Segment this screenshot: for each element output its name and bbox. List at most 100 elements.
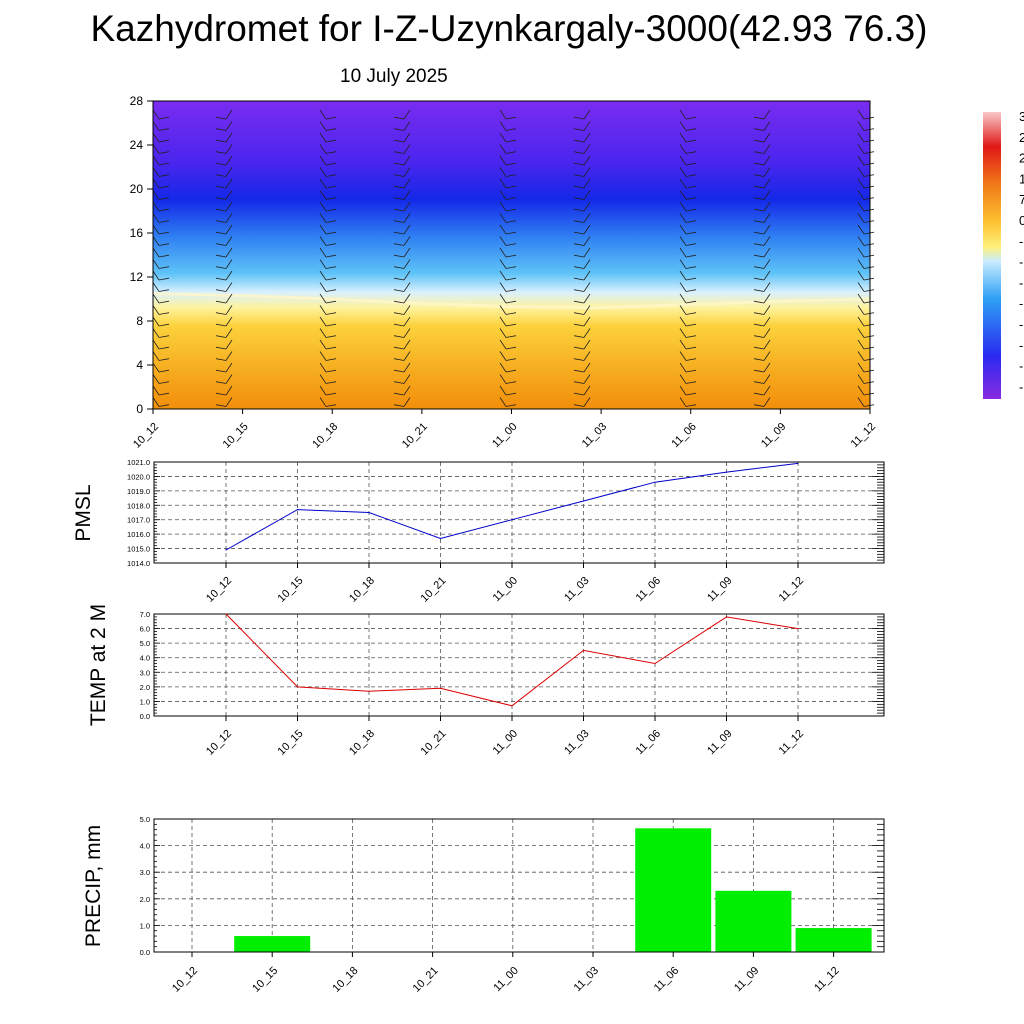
- wind-barb: [583, 282, 591, 292]
- wind-barb: [857, 374, 865, 384]
- wind-barb-flag: [573, 208, 585, 212]
- wind-barb: [403, 178, 411, 189]
- wind-barb-flag: [325, 231, 337, 235]
- plot-frame: [153, 818, 885, 953]
- wind-barb-flag: [863, 358, 875, 361]
- wind-barb: [857, 385, 865, 396]
- wind-barb: [857, 132, 865, 143]
- y-axis-label: PRECIP, mm: [82, 825, 105, 947]
- wind-barb: [583, 155, 591, 166]
- wind-barb: [152, 397, 160, 407]
- wind-barb: [583, 293, 591, 304]
- wind-barb: [319, 178, 327, 189]
- wind-barb: [679, 247, 687, 258]
- y-tick-label: 1016.0: [127, 530, 150, 539]
- wind-barb: [499, 224, 507, 235]
- wind-barb: [499, 190, 507, 200]
- precip-bar: [635, 828, 712, 952]
- wind-barb: [403, 316, 411, 327]
- wind-barb-flag: [573, 139, 585, 143]
- wind-barb-flag: [863, 243, 875, 246]
- wind-barb: [403, 293, 411, 304]
- wind-barb: [152, 293, 160, 304]
- wind-barb: [583, 328, 591, 338]
- wind-barb: [152, 385, 160, 396]
- wind-barb: [319, 397, 327, 407]
- y-tick-label: 8: [136, 314, 143, 328]
- wind-barb: [152, 362, 160, 373]
- wind-barb-flag: [573, 231, 585, 235]
- x-tick-label: 10_12: [204, 575, 234, 605]
- wind-barb: [499, 213, 507, 223]
- wind-barb-flag: [863, 323, 875, 327]
- colorbar-label: -: [1019, 275, 1023, 290]
- wind-barb-flag: [325, 208, 337, 212]
- wind-barb: [152, 305, 160, 315]
- y-tick-label: 1017.0: [127, 516, 150, 525]
- wind-barb-flag: [753, 162, 765, 166]
- wind-barb-flag: [863, 128, 875, 131]
- wind-barb-flag: [505, 300, 517, 304]
- wind-barb: [403, 190, 411, 200]
- wind-barb-flag: [753, 289, 765, 292]
- wind-barb-flag: [215, 312, 227, 315]
- wind-barb: [583, 201, 591, 212]
- wind-barb: [152, 178, 160, 189]
- wind-barb: [225, 155, 233, 166]
- wind-barb-flag: [215, 116, 227, 120]
- wind-barb-flag: [685, 197, 697, 200]
- wind-barb: [583, 190, 591, 200]
- wind-barb: [679, 339, 687, 350]
- data-point: [725, 616, 728, 618]
- wind-barb: [225, 270, 233, 281]
- wind-barb-flag: [215, 300, 227, 304]
- chart-subtitle: 10 July 2025: [340, 66, 448, 87]
- wind-barb: [152, 109, 160, 120]
- wind-barb: [679, 259, 687, 269]
- wind-barb-flag: [325, 335, 337, 338]
- y-tick-label: 1015.0: [127, 545, 150, 554]
- wind-barb: [319, 351, 327, 361]
- wind-barb: [583, 374, 591, 384]
- wind-barb: [499, 132, 507, 143]
- wind-barb-flag: [158, 266, 170, 269]
- wind-barb-flag: [863, 266, 875, 269]
- wind-barb: [857, 190, 865, 200]
- wind-barb: [403, 270, 411, 281]
- wind-barbs: [152, 109, 875, 407]
- wind-barb: [763, 109, 771, 120]
- wind-barb-flag: [753, 116, 765, 120]
- wind-barb: [857, 109, 865, 120]
- wind-barb-flag: [505, 381, 517, 384]
- wind-barb-flag: [753, 346, 765, 350]
- wind-barb-flag: [215, 404, 227, 407]
- data-point: [225, 549, 227, 551]
- wind-barb-flag: [505, 116, 517, 120]
- wind-barb: [403, 362, 411, 373]
- wind-barb-flag: [685, 128, 697, 131]
- wind-barb: [319, 132, 327, 143]
- wind-barb-flag: [505, 185, 517, 189]
- wind-barb: [583, 351, 591, 361]
- wind-barb: [152, 270, 160, 281]
- wind-barb-flag: [685, 231, 697, 235]
- wind-barb-flag: [505, 231, 517, 235]
- wind-barb-flag: [393, 197, 405, 200]
- y-tick-label: 12: [130, 270, 144, 284]
- colorbar-label: -: [1019, 317, 1023, 332]
- wind-barb-flag: [158, 162, 170, 166]
- wind-barb: [319, 144, 327, 154]
- wind-barb: [679, 328, 687, 338]
- wind-barb: [403, 121, 411, 131]
- y-tick-label: 0.0: [140, 948, 150, 957]
- wind-barb: [583, 224, 591, 235]
- wind-barb-flag: [325, 139, 337, 143]
- wind-barb: [857, 293, 865, 304]
- wind-barb: [152, 201, 160, 212]
- wind-barb: [403, 236, 411, 246]
- wind-barb-flag: [753, 197, 765, 200]
- wind-barb-flag: [753, 381, 765, 384]
- data-point: [582, 649, 585, 652]
- wind-barb-flag: [393, 220, 405, 223]
- wind-barb-flag: [753, 185, 765, 189]
